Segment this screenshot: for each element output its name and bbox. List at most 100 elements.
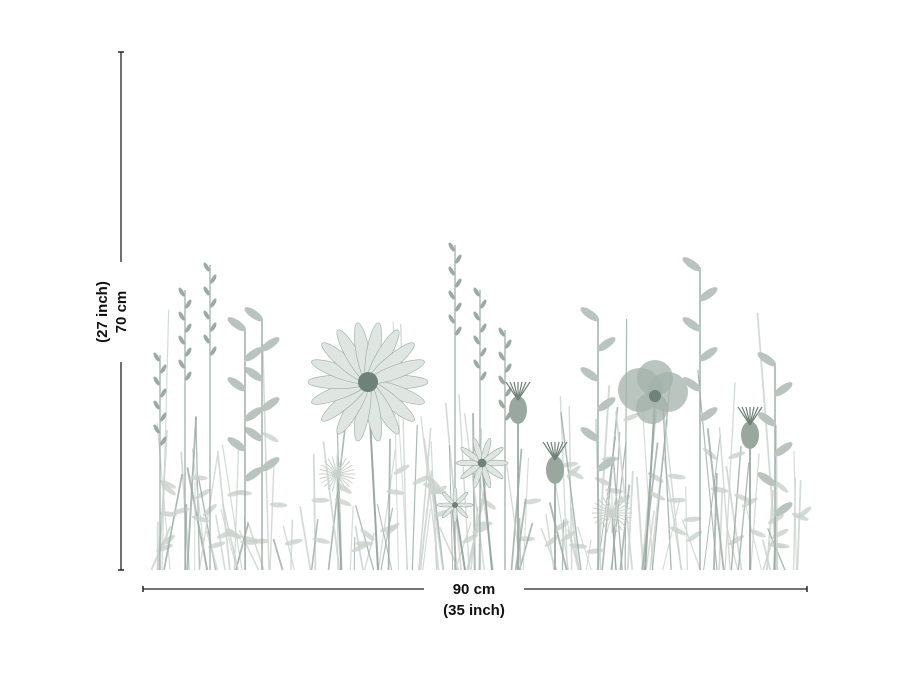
grass-stem xyxy=(641,442,659,571)
grass-stem xyxy=(554,479,569,571)
leaf xyxy=(284,538,303,546)
seedhead-ray xyxy=(601,512,613,531)
width-cm-label: 90 cm xyxy=(424,581,524,598)
grass-stem xyxy=(377,448,397,571)
poppy-petal xyxy=(636,392,668,424)
leaf xyxy=(623,413,641,422)
grass-stem xyxy=(641,404,654,571)
grass-stem xyxy=(745,505,762,571)
grass-stem xyxy=(548,502,568,571)
seedhead-ray xyxy=(611,512,632,519)
grass-stem xyxy=(718,490,724,571)
grass-stem xyxy=(619,484,631,571)
seedhead-ray xyxy=(321,473,338,484)
leaf xyxy=(596,337,616,352)
seedhead-ray xyxy=(331,456,338,475)
grass-stem xyxy=(615,411,634,571)
leaf xyxy=(189,475,208,481)
bud-filament xyxy=(509,381,519,401)
grass-stem xyxy=(221,503,239,571)
leaf xyxy=(698,347,718,362)
leaf xyxy=(227,437,247,452)
grass-stem xyxy=(349,505,354,571)
leaf xyxy=(728,535,745,546)
leaf xyxy=(412,475,429,485)
seedhead-ray xyxy=(611,495,623,514)
grass-stem xyxy=(430,441,438,571)
seedhead-ray xyxy=(606,493,613,514)
seed xyxy=(480,347,487,357)
leaf xyxy=(355,541,374,547)
grass-stem xyxy=(718,426,731,571)
leaf xyxy=(757,412,777,427)
seedhead-stem xyxy=(336,473,342,571)
leaf xyxy=(580,367,600,382)
bud-filament xyxy=(550,441,556,461)
leaf xyxy=(667,497,686,503)
seed xyxy=(185,371,192,381)
leaf xyxy=(647,472,664,483)
seed xyxy=(498,399,505,409)
leaf xyxy=(749,529,766,538)
seed xyxy=(160,436,167,446)
seed xyxy=(473,287,480,297)
poppy-stem xyxy=(644,399,656,571)
seed xyxy=(185,299,192,309)
seed xyxy=(455,254,462,264)
seed xyxy=(178,359,185,369)
seed xyxy=(448,290,455,300)
grass-stem xyxy=(363,532,375,571)
seedhead-ray xyxy=(611,502,630,514)
leaf xyxy=(312,537,331,544)
leaf xyxy=(430,485,447,495)
grass-stem xyxy=(703,434,721,571)
bud-filament xyxy=(745,406,751,426)
height-inch-label: (27 inch) xyxy=(94,281,111,343)
leaf xyxy=(360,528,375,541)
bud-filament xyxy=(554,441,568,461)
seed xyxy=(480,299,487,309)
grass-stem xyxy=(269,460,275,571)
leaf xyxy=(462,533,479,544)
leaf xyxy=(757,472,777,487)
meadow-plants xyxy=(150,242,812,571)
grass-stem xyxy=(601,407,619,571)
seed xyxy=(473,359,480,369)
seed xyxy=(185,323,192,333)
grass-stem xyxy=(198,455,219,571)
bud-filament xyxy=(546,441,556,461)
grass-stem xyxy=(585,539,592,571)
leaf xyxy=(580,307,600,322)
seedhead-ray xyxy=(336,473,343,492)
grass-stem xyxy=(662,500,681,571)
seed xyxy=(505,387,512,397)
seed xyxy=(185,347,192,357)
height-cm-label: 70 cm xyxy=(113,290,130,334)
seed xyxy=(448,266,455,276)
leaf xyxy=(682,317,702,332)
seedhead-ray xyxy=(336,456,343,475)
grass-stem xyxy=(186,416,198,571)
leaf xyxy=(334,498,352,507)
grass-stem xyxy=(310,519,319,571)
leaf xyxy=(227,377,247,392)
seedhead-ray xyxy=(336,473,353,484)
seed xyxy=(498,351,505,361)
bud-filament xyxy=(554,441,560,461)
leaf xyxy=(773,442,793,457)
grass-stem xyxy=(712,473,718,571)
grass-stem xyxy=(355,505,375,571)
leaf xyxy=(260,337,280,352)
grass-stem xyxy=(724,381,736,571)
seedhead-ray xyxy=(597,498,613,514)
grass-stem xyxy=(261,343,270,571)
bud-filament xyxy=(505,381,519,401)
bud xyxy=(509,396,527,424)
leaf xyxy=(472,525,490,534)
grass-stem xyxy=(505,464,522,571)
grass-stem xyxy=(376,503,393,571)
leaf xyxy=(269,502,288,508)
grass-stem xyxy=(750,453,760,571)
leaf xyxy=(796,506,812,519)
